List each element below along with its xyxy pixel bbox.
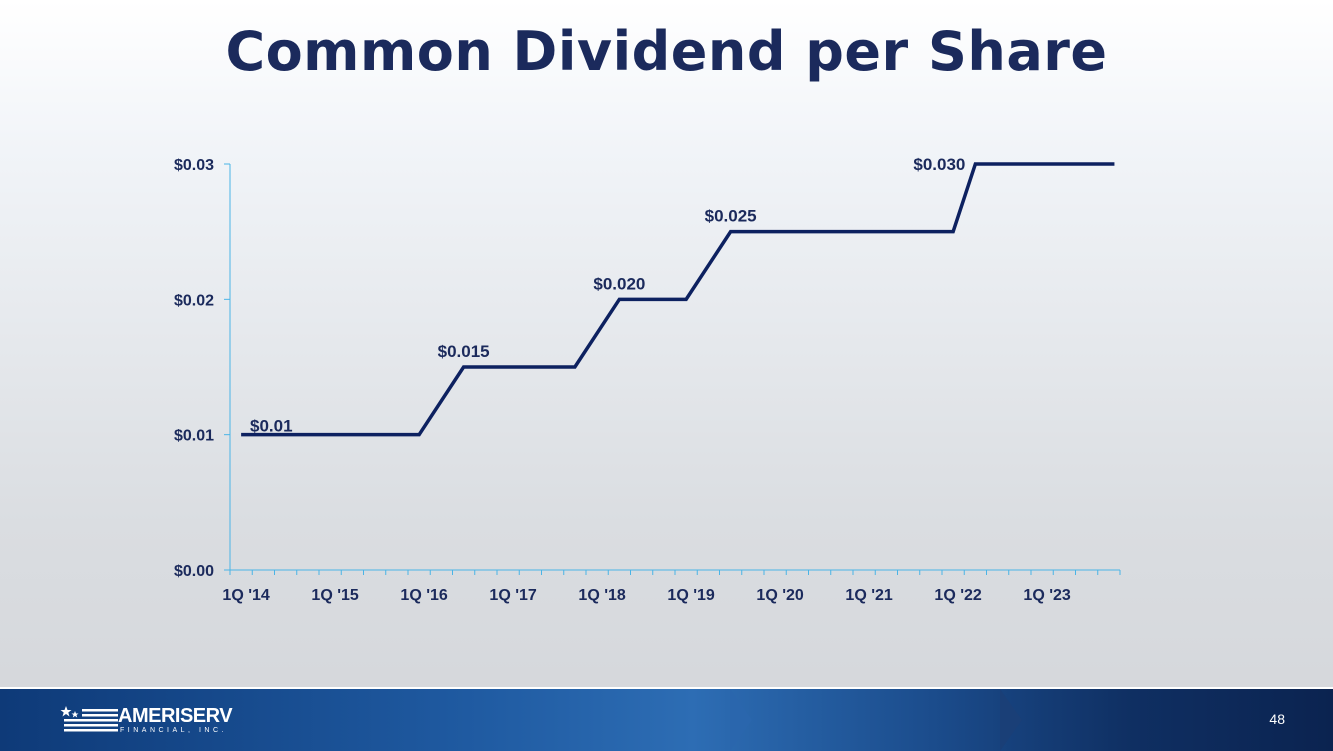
x-tick-label: 1Q '23: [1023, 587, 1070, 604]
y-tick-label: $0.02: [174, 292, 214, 309]
footer-chevron: [730, 689, 752, 751]
ameriserv-logo: AMERISERV FINANCIAL, INC.: [60, 703, 250, 739]
data-label: $0.030: [913, 155, 965, 174]
y-tick-label: $0.00: [174, 563, 214, 580]
chart-series: [241, 162, 1115, 437]
dividend-chart: $0.00 $0.01 $0.02 $0.03 1Q '14 1Q '15 1Q '16 1Q…: [174, 155, 1121, 604]
chart-data-labels: $0.01 $0.015 $0.020 $0.025 $0.030: [250, 155, 965, 436]
x-tick-label: 1Q '22: [934, 587, 981, 604]
y-tick-label: $0.03: [174, 157, 214, 174]
x-tick-label: 1Q '15: [311, 587, 358, 604]
flag-stars-icon: [60, 706, 118, 732]
data-label: $0.025: [705, 207, 757, 226]
page-number: 48: [1269, 711, 1285, 727]
x-tick-label: 1Q '20: [756, 587, 803, 604]
chart-axes: [229, 164, 1120, 571]
x-tick-label: 1Q '19: [667, 587, 714, 604]
footer-bar: AMERISERV FINANCIAL, INC. 48: [0, 687, 1333, 751]
data-label: $0.020: [593, 274, 645, 293]
data-label: $0.015: [438, 342, 490, 361]
x-tick-label: 1Q '16: [400, 587, 447, 604]
x-tick-label: 1Q '17: [489, 587, 536, 604]
data-label: $0.01: [250, 417, 293, 436]
chart-ticks: $0.00 $0.01 $0.02 $0.03 1Q '14 1Q '15 1Q '16 1Q…: [174, 157, 1121, 604]
x-tick-label: 1Q '18: [578, 587, 625, 604]
y-tick-label: $0.01: [174, 428, 214, 445]
logo-subtext: FINANCIAL, INC.: [120, 727, 227, 734]
x-tick-label: 1Q '21: [845, 587, 892, 604]
slide-title: Common Dividend per Share: [225, 20, 1108, 83]
x-tick-label: 1Q '14: [222, 587, 269, 604]
logo-text: AMERISERV: [118, 705, 233, 727]
footer-chevron: [1000, 689, 1022, 751]
dividend-line: [241, 162, 1115, 437]
